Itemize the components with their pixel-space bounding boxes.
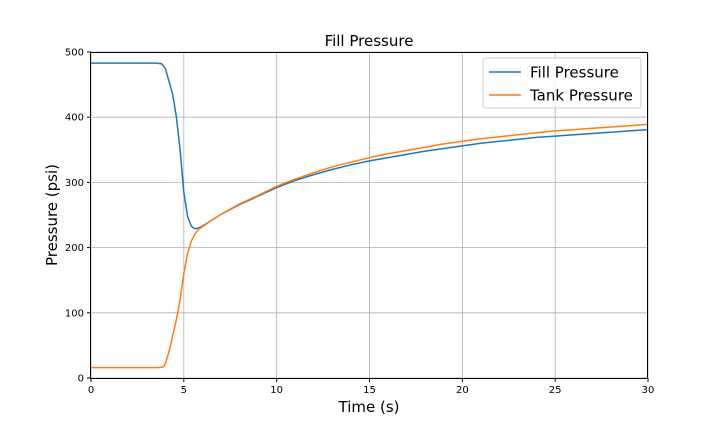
y-tick-label: 0 xyxy=(78,374,84,385)
legend-label: Fill Pressure xyxy=(530,64,619,82)
series-line-fill-pressure xyxy=(91,62,649,230)
x-tick-label: 25 xyxy=(549,385,562,396)
y-tick-label: 400 xyxy=(65,113,84,124)
x-tick-label: 15 xyxy=(363,385,376,396)
x-axis-label: Time (s) xyxy=(338,398,400,416)
x-tick-label: 0 xyxy=(88,385,94,396)
y-tick-label: 500 xyxy=(65,48,84,59)
x-tick-label: 30 xyxy=(642,385,655,396)
legend-label: Tank Pressure xyxy=(529,87,633,105)
y-axis-label: Pressure (psi) xyxy=(43,164,61,266)
series-lines xyxy=(91,62,649,369)
chart-title: Fill Pressure xyxy=(325,32,414,50)
x-tick-label: 5 xyxy=(181,385,187,396)
x-tick-label: 20 xyxy=(456,385,469,396)
legend: Fill Pressure Tank Pressure xyxy=(482,57,642,109)
y-tick-label: 300 xyxy=(65,178,84,189)
x-tick-label: 10 xyxy=(270,385,283,396)
y-tick-label: 100 xyxy=(65,308,84,319)
legend-box xyxy=(482,57,642,109)
y-tick-label: 200 xyxy=(65,243,84,254)
series-line-tank-pressure xyxy=(91,123,649,369)
